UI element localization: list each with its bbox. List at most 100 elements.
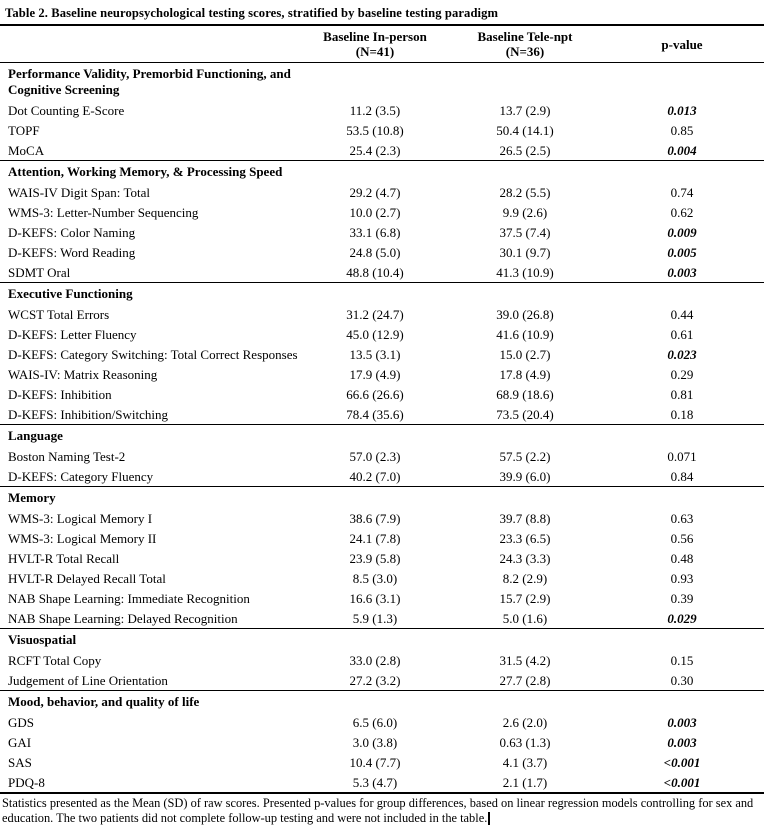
- p-value: 0.18: [670, 406, 694, 422]
- p-value: 0.004: [667, 142, 697, 158]
- test-name: HVLT-R Delayed Recall Total: [8, 570, 166, 586]
- p-value: 0.61: [670, 326, 694, 342]
- test-name: MoCA: [8, 142, 45, 158]
- col-header-pvalue-label: p-value: [661, 36, 703, 52]
- section-header-text: Mood, behavior, and quality of life: [8, 694, 200, 709]
- in-person-value: 31.2 (24.7): [346, 306, 404, 322]
- section-header-row: Language: [0, 424, 764, 446]
- empty-header-cell: [0, 26, 300, 63]
- tele-npt-value: 68.9 (18.6): [496, 386, 554, 402]
- section-header-row: Attention, Working Memory, & Processing …: [0, 160, 764, 182]
- in-person-value: 45.0 (12.9): [346, 326, 404, 342]
- table-row: Judgement of Line Orientation 27.2 (3.2) 2…: [0, 670, 764, 691]
- table-row: D-KEFS: Category Fluency 40.2 (7.0) 39.9 (…: [0, 466, 764, 487]
- in-person-value: 40.2 (7.0): [349, 468, 401, 484]
- section-header-row: Performance Validity, Premorbid Function…: [0, 62, 764, 100]
- test-name: WMS-3: Letter-Number Sequencing: [8, 204, 199, 220]
- test-name: WCST Total Errors: [8, 306, 110, 322]
- test-name: GAI: [8, 734, 32, 750]
- test-name: D-KEFS: Word Reading: [8, 244, 136, 260]
- p-value: <0.001: [663, 774, 701, 790]
- section-header-row: Executive Functioning: [0, 282, 764, 304]
- p-value: 0.63: [670, 510, 694, 526]
- table-row: GAI 3.0 (3.8) 0.63 (1.3) 0.003: [0, 732, 764, 752]
- table-row: HVLT-R Delayed Recall Total 8.5 (3.0) 8.2 …: [0, 568, 764, 588]
- test-name: WAIS-IV Digit Span: Total: [8, 184, 150, 200]
- in-person-value: 48.8 (10.4): [346, 264, 404, 280]
- tele-npt-value: 17.8 (4.9): [499, 366, 551, 382]
- section-header: Attention, Working Memory, & Processing …: [0, 160, 764, 182]
- in-person-value: 8.5 (3.0): [352, 570, 398, 586]
- table-row: MoCA 25.4 (2.3) 26.5 (2.5) 0.004: [0, 140, 764, 161]
- col-header-telenpt-label: Baseline Tele-npt: [477, 29, 573, 44]
- p-value: 0.005: [667, 244, 697, 260]
- tele-npt-value: 9.9 (2.6): [502, 204, 548, 220]
- test-name: WMS-3: Logical Memory II: [8, 530, 157, 546]
- table-row: D-KEFS: Word Reading 24.8 (5.0) 30.1 (9.7)…: [0, 242, 764, 262]
- p-value: 0.009: [667, 224, 697, 240]
- test-name: SDMT Oral: [8, 264, 71, 280]
- p-value: 0.15: [670, 652, 694, 668]
- section-header-text: Visuospatial: [8, 632, 77, 647]
- test-name: NAB Shape Learning: Immediate Recognitio…: [8, 590, 250, 606]
- in-person-value: 10.4 (7.7): [349, 754, 401, 770]
- p-value: 0.029: [667, 610, 697, 626]
- tele-npt-value: 73.5 (20.4): [496, 406, 554, 422]
- section-header: Language: [0, 424, 764, 446]
- tele-npt-value: 0.63 (1.3): [499, 734, 551, 750]
- col-header-telenpt: Baseline Tele-npt (N=36): [450, 26, 600, 63]
- in-person-value: 57.0 (2.3): [349, 448, 401, 464]
- table-row: WCST Total Errors 31.2 (24.7) 39.0 (26.8) 0…: [0, 304, 764, 324]
- section-header-text: Memory: [8, 490, 56, 505]
- table-row: TOPF 53.5 (10.8) 50.4 (14.1) 0.85: [0, 120, 764, 140]
- test-name: HVLT-R Total Recall: [8, 550, 120, 566]
- tele-npt-value: 39.0 (26.8): [496, 306, 554, 322]
- test-name: GDS: [8, 714, 35, 730]
- p-value: 0.44: [670, 306, 694, 322]
- tele-npt-value: 50.4 (14.1): [496, 122, 554, 138]
- table-row: WMS-3: Logical Memory II 24.1 (7.8) 23.3 (…: [0, 528, 764, 548]
- test-name: WAIS-IV: Matrix Reasoning: [8, 366, 158, 382]
- test-name: D-KEFS: Category Fluency: [8, 468, 154, 484]
- test-name: TOPF: [8, 122, 40, 138]
- in-person-value: 29.2 (4.7): [349, 184, 401, 200]
- section-header: Mood, behavior, and quality of life: [0, 690, 764, 712]
- tele-npt-value: 26.5 (2.5): [499, 142, 551, 158]
- tele-npt-value: 4.1 (3.7): [502, 754, 548, 770]
- section-header-row: Memory: [0, 486, 764, 508]
- p-value: 0.62: [670, 204, 694, 220]
- col-header-inperson-n: (N=41): [355, 44, 395, 59]
- in-person-value: 5.9 (1.3): [352, 610, 398, 626]
- in-person-value: 33.1 (6.8): [349, 224, 401, 240]
- in-person-value: 78.4 (35.6): [346, 406, 404, 422]
- section-header: Memory: [0, 486, 764, 508]
- tele-npt-value: 31.5 (4.2): [499, 652, 551, 668]
- p-value: 0.003: [667, 264, 697, 280]
- tele-npt-value: 41.3 (10.9): [496, 264, 554, 280]
- p-value: 0.81: [670, 386, 694, 402]
- table-row: SDMT Oral 48.8 (10.4) 41.3 (10.9) 0.003: [0, 262, 764, 283]
- tele-npt-value: 37.5 (7.4): [499, 224, 551, 240]
- in-person-value: 17.9 (4.9): [349, 366, 401, 382]
- tele-npt-value: 15.0 (2.7): [499, 346, 551, 362]
- tele-npt-value: 23.3 (6.5): [499, 530, 551, 546]
- in-person-value: 5.3 (4.7): [352, 774, 398, 790]
- tele-npt-value: 13.7 (2.9): [499, 102, 551, 118]
- p-value: 0.071: [667, 448, 697, 464]
- in-person-value: 6.5 (6.0): [352, 714, 398, 730]
- p-value: 0.39: [670, 590, 694, 606]
- in-person-value: 66.6 (26.6): [346, 386, 404, 402]
- test-name: SAS: [8, 754, 32, 770]
- tele-npt-value: 2.6 (2.0): [502, 714, 548, 730]
- section-header-text: Language: [8, 428, 63, 443]
- in-person-value: 38.6 (7.9): [349, 510, 401, 526]
- table-row: HVLT-R Total Recall 23.9 (5.8) 24.3 (3.3) 0…: [0, 548, 764, 568]
- p-value: 0.013: [667, 102, 697, 118]
- in-person-value: 53.5 (10.8): [346, 122, 404, 138]
- tele-npt-value: 8.2 (2.9): [502, 570, 548, 586]
- text-cursor: [488, 812, 490, 825]
- test-name: WMS-3: Logical Memory I: [8, 510, 153, 526]
- section-header-text: Attention, Working Memory, & Processing …: [8, 164, 283, 179]
- table-row: NAB Shape Learning: Delayed Recognition 5…: [0, 608, 764, 629]
